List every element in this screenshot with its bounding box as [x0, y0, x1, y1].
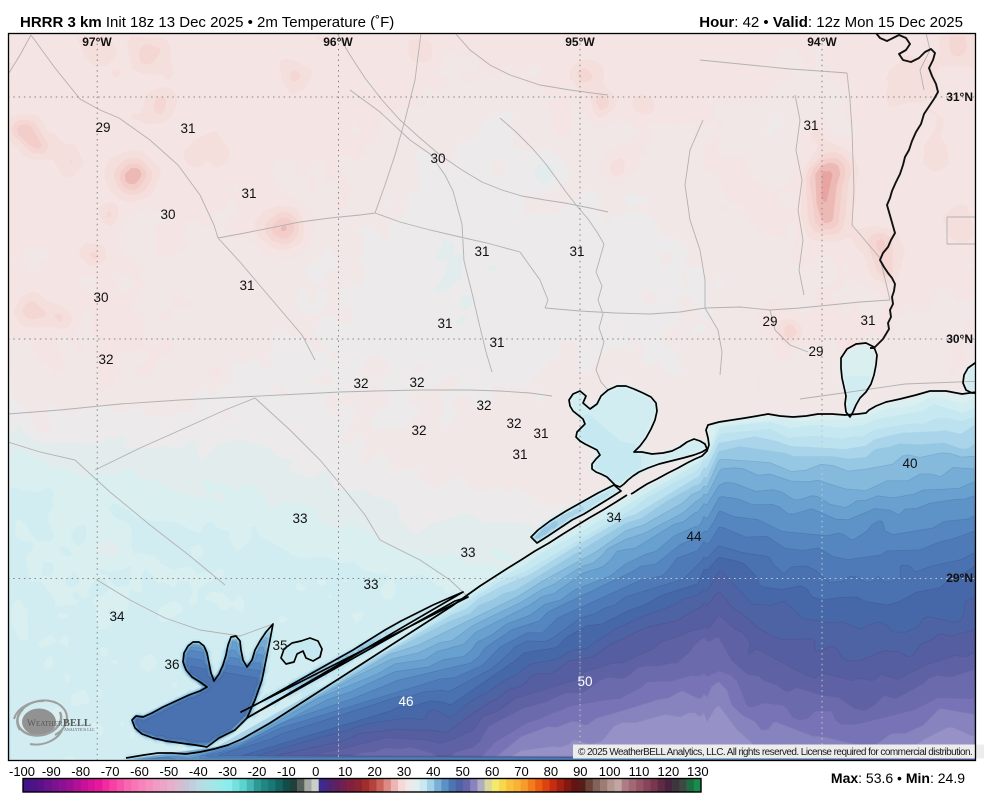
svg-text:0: 0 [312, 764, 319, 779]
svg-text:10: 10 [338, 764, 352, 779]
svg-text:95°W: 95°W [565, 35, 595, 49]
svg-text:96°W: 96°W [323, 35, 353, 49]
svg-text:30: 30 [430, 151, 445, 166]
svg-text:31: 31 [533, 426, 548, 441]
svg-text:30°N: 30°N [946, 332, 973, 346]
svg-text:29: 29 [808, 344, 823, 359]
svg-text:ANALYTICS LLC: ANALYTICS LLC [64, 727, 95, 732]
svg-text:WEATHERBELL: WEATHERBELL [27, 718, 91, 729]
svg-text:100: 100 [599, 764, 621, 779]
svg-text:-70: -70 [101, 764, 120, 779]
svg-text:120: 120 [658, 764, 680, 779]
svg-text:31: 31 [512, 447, 527, 462]
svg-text:29°N: 29°N [946, 571, 973, 585]
svg-text:-100: -100 [9, 764, 35, 779]
svg-text:32: 32 [476, 398, 491, 413]
svg-text:70: 70 [514, 764, 528, 779]
svg-text:30: 30 [93, 290, 108, 305]
svg-text:44: 44 [686, 529, 702, 544]
svg-text:34: 34 [109, 609, 125, 624]
svg-text:32: 32 [98, 352, 113, 367]
svg-text:50: 50 [577, 674, 592, 689]
svg-text:40: 40 [426, 764, 440, 779]
svg-text:© 2025 WeatherBELL Analytics,: © 2025 WeatherBELL Analytics, LLC. All r… [578, 747, 972, 758]
svg-text:29: 29 [762, 314, 777, 329]
svg-text:130: 130 [687, 764, 709, 779]
svg-text:33: 33 [292, 511, 307, 526]
svg-text:31: 31 [437, 316, 452, 331]
svg-text:31: 31 [241, 186, 256, 201]
svg-text:50: 50 [455, 764, 469, 779]
svg-text:90: 90 [573, 764, 587, 779]
svg-text:31: 31 [860, 313, 875, 328]
svg-text:110: 110 [629, 764, 650, 779]
svg-text:32: 32 [411, 423, 426, 438]
svg-text:46: 46 [398, 694, 413, 709]
svg-text:-80: -80 [71, 764, 90, 779]
svg-text:31°N: 31°N [946, 90, 973, 104]
svg-text:97°W: 97°W [82, 35, 112, 49]
svg-text:-30: -30 [218, 764, 237, 779]
svg-text:40: 40 [902, 456, 917, 471]
svg-text:31: 31 [489, 335, 504, 350]
svg-text:30: 30 [160, 207, 175, 222]
svg-text:36: 36 [164, 657, 179, 672]
svg-text:32: 32 [506, 416, 521, 431]
svg-text:-90: -90 [42, 764, 61, 779]
svg-text:34: 34 [606, 510, 622, 525]
svg-text:31: 31 [803, 118, 818, 133]
svg-text:33: 33 [363, 577, 378, 592]
svg-text:20: 20 [367, 764, 381, 779]
svg-text:31: 31 [569, 244, 584, 259]
svg-text:-60: -60 [130, 764, 149, 779]
svg-text:35: 35 [272, 638, 287, 653]
svg-text:29: 29 [95, 120, 110, 135]
svg-text:Max: 53.6 • Min: 24.9: Max: 53.6 • Min: 24.9 [831, 770, 965, 786]
svg-text:31: 31 [180, 121, 195, 136]
svg-text:30: 30 [397, 764, 411, 779]
svg-text:HRRR 3 km Init 18z 13 Dec 2025: HRRR 3 km Init 18z 13 Dec 2025 • 2m Temp… [20, 14, 394, 31]
svg-text:-40: -40 [189, 764, 208, 779]
svg-text:-20: -20 [248, 764, 267, 779]
svg-text:60: 60 [485, 764, 499, 779]
svg-text:Hour: 42 • Valid: 12z Mon 15 D: Hour: 42 • Valid: 12z Mon 15 Dec 2025 [699, 14, 963, 31]
svg-text:33: 33 [460, 545, 475, 560]
svg-text:32: 32 [409, 375, 424, 390]
svg-text:31: 31 [239, 278, 254, 293]
svg-text:-10: -10 [277, 764, 296, 779]
svg-text:94°W: 94°W [807, 35, 837, 49]
svg-text:-50: -50 [160, 764, 179, 779]
svg-text:80: 80 [544, 764, 558, 779]
svg-text:32: 32 [353, 376, 368, 391]
svg-text:31: 31 [474, 244, 489, 259]
